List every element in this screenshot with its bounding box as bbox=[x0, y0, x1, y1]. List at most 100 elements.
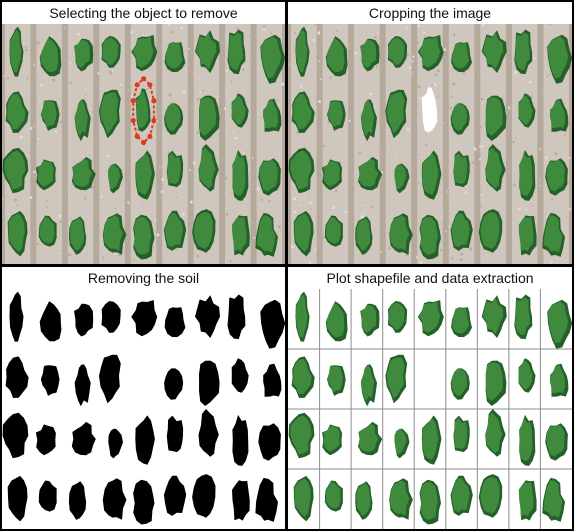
soil-speck bbox=[332, 206, 335, 210]
soil-speck bbox=[548, 73, 551, 75]
plant-canopy-highlight bbox=[518, 95, 533, 125]
soil-speck bbox=[111, 70, 114, 72]
soil-speck bbox=[45, 200, 48, 203]
panel-crop-image: Cropping the image bbox=[288, 2, 572, 264]
furrow bbox=[442, 24, 449, 264]
soil-speck bbox=[374, 35, 377, 39]
plant-canopy-highlight bbox=[420, 216, 438, 255]
soil-speck bbox=[410, 144, 412, 146]
soil-speck bbox=[327, 121, 330, 124]
soil-speck bbox=[97, 72, 100, 75]
soil-speck bbox=[300, 204, 303, 207]
soil-speck bbox=[66, 223, 69, 226]
soil-speck bbox=[220, 89, 223, 92]
soil-speck bbox=[412, 55, 415, 58]
soil-speck bbox=[362, 212, 365, 214]
soil-speck bbox=[433, 83, 437, 87]
plant-canopy-highlight bbox=[482, 32, 504, 70]
soil-speck bbox=[450, 95, 453, 98]
soil-speck bbox=[448, 226, 450, 228]
soil-speck bbox=[34, 76, 37, 79]
soil-speck bbox=[252, 183, 256, 186]
soil-speck bbox=[58, 31, 60, 33]
soil-speck bbox=[314, 24, 316, 26]
furrow bbox=[348, 24, 355, 264]
soil-speck bbox=[100, 195, 103, 198]
soil-speck bbox=[160, 190, 164, 194]
soil-speck bbox=[514, 71, 518, 74]
soil-speck bbox=[316, 112, 318, 115]
plant-canopy-highlight bbox=[292, 358, 312, 395]
soil-speck bbox=[469, 247, 472, 251]
soil-speck bbox=[159, 166, 161, 168]
soil-speck bbox=[309, 201, 313, 204]
soil-speck bbox=[452, 33, 456, 37]
soil-speck bbox=[318, 100, 321, 103]
soil-speck bbox=[197, 170, 199, 172]
soil-speck bbox=[256, 187, 260, 191]
plant-canopy-highlight bbox=[419, 36, 441, 68]
soil-speck bbox=[463, 72, 466, 75]
plant-canopy-highlight bbox=[358, 423, 379, 452]
plot-grid-image bbox=[288, 289, 572, 529]
soil-speck bbox=[242, 68, 245, 71]
soil-speck bbox=[16, 204, 19, 206]
soil-speck bbox=[567, 216, 569, 218]
soil-speck bbox=[59, 220, 63, 224]
soil-speck bbox=[317, 31, 321, 35]
plant-mask bbox=[40, 365, 60, 396]
soil-speck bbox=[546, 75, 549, 78]
plant-canopy-highlight bbox=[100, 92, 119, 134]
soil-speck bbox=[157, 97, 160, 100]
plant-canopy-highlight bbox=[260, 36, 282, 79]
soil-speck bbox=[161, 178, 165, 181]
plant-mask bbox=[198, 409, 219, 457]
soil-speck bbox=[487, 185, 489, 188]
plant-mask bbox=[99, 354, 121, 404]
furrow bbox=[30, 24, 37, 264]
plant-mask bbox=[131, 300, 158, 337]
plant-canopy-highlight bbox=[326, 302, 345, 338]
plant-canopy-highlight bbox=[547, 301, 569, 344]
soil-speck bbox=[289, 63, 291, 65]
soil-speck bbox=[39, 101, 41, 103]
soil-speck bbox=[182, 89, 186, 93]
soil-speck bbox=[294, 32, 297, 35]
soil-speck bbox=[317, 33, 320, 36]
soil-speck bbox=[473, 147, 477, 151]
soil-speck bbox=[441, 216, 444, 219]
selection-vertex bbox=[134, 133, 140, 139]
soil-speck bbox=[351, 173, 354, 176]
soil-speck bbox=[278, 225, 280, 228]
soil-speck bbox=[40, 83, 43, 87]
soil-speck bbox=[364, 201, 367, 204]
plant-mask bbox=[164, 368, 184, 400]
plant-canopy-highlight bbox=[422, 152, 439, 195]
soil-speck bbox=[551, 24, 553, 26]
soil-speck bbox=[566, 182, 570, 185]
soil-speck bbox=[2, 148, 3, 150]
soil-speck bbox=[451, 257, 454, 260]
soil-speck bbox=[517, 207, 521, 211]
plant-canopy-highlight bbox=[132, 36, 154, 68]
plant-canopy-highlight bbox=[290, 150, 312, 190]
soil-speck bbox=[550, 198, 553, 201]
plant-canopy-highlight bbox=[8, 213, 25, 252]
soil-speck bbox=[406, 128, 410, 131]
soil-speck bbox=[528, 80, 532, 84]
soil-speck bbox=[162, 258, 164, 260]
plant-canopy-highlight bbox=[452, 308, 470, 334]
soil-speck bbox=[418, 97, 421, 100]
soil-speck bbox=[525, 209, 528, 212]
plant-canopy-highlight bbox=[547, 36, 569, 79]
plant-canopy-highlight bbox=[327, 366, 343, 393]
plant-mask bbox=[164, 307, 186, 338]
plant-canopy-highlight bbox=[199, 97, 217, 136]
soil-speck bbox=[391, 145, 393, 147]
furrow bbox=[505, 24, 512, 264]
soil-speck bbox=[189, 200, 193, 204]
soil-speck bbox=[478, 158, 481, 161]
plant-canopy-highlight bbox=[388, 302, 405, 330]
soil-speck bbox=[515, 137, 517, 139]
